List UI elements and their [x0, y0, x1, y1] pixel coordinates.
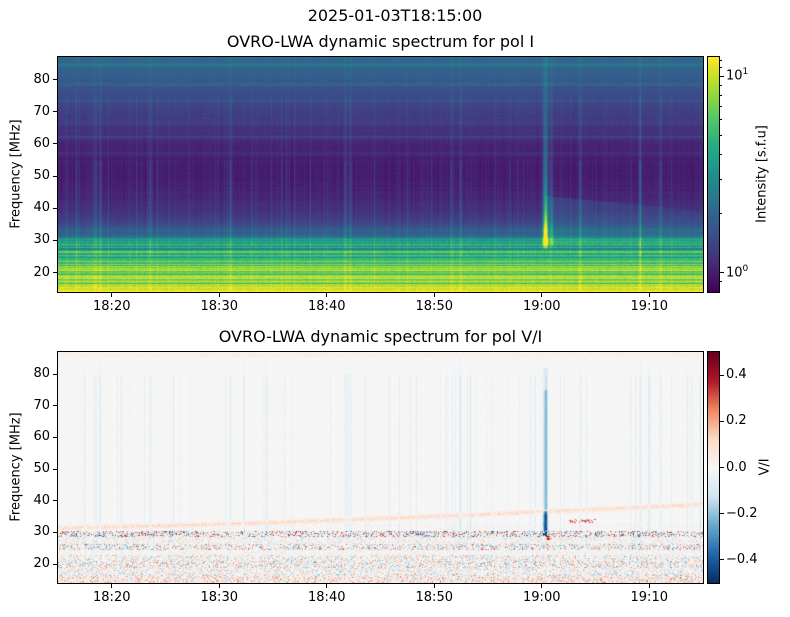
x-tick — [218, 293, 220, 297]
y-tick-label: 30 — [33, 524, 50, 540]
x-tick — [541, 293, 543, 297]
y-tick — [53, 143, 57, 145]
colorbar-major-tick — [720, 559, 724, 561]
y-tick-label: 70 — [33, 397, 50, 413]
colorbar-tick-label: 0.2 — [726, 413, 747, 429]
colorbar-major-tick — [720, 272, 724, 274]
colorbar-minor-tick — [720, 281, 722, 283]
colorbar-intensity — [707, 56, 720, 293]
spectrogram-pol-i — [57, 56, 704, 293]
x-tick — [111, 293, 113, 297]
x-tick — [648, 293, 650, 297]
x-tick-label: 18:30 — [200, 299, 238, 314]
colorbar-minor-tick — [720, 178, 722, 180]
colorbar-minor-tick — [720, 213, 722, 215]
colorbar-vi — [707, 351, 720, 584]
y-tick-label: 60 — [33, 135, 50, 151]
colorbar-minor-tick — [720, 94, 722, 96]
x-tick-label: 19:10 — [630, 299, 668, 314]
colorbar-tick-label: 0.4 — [726, 367, 747, 383]
colorbar-tick-label: −0.4 — [726, 551, 758, 567]
x-tick — [326, 584, 328, 588]
colorbar-major-tick — [720, 75, 724, 77]
colorbar-major-tick — [720, 467, 724, 468]
figure-title: 2025-01-03T18:15:00 — [307, 6, 483, 25]
y-tick-label: 20 — [33, 264, 50, 280]
x-tick — [218, 584, 220, 588]
colorbar-vi-label: V/I — [757, 458, 773, 476]
panel1-title: OVRO-LWA dynamic spectrum for pol I — [226, 32, 535, 51]
y-tick — [53, 175, 57, 177]
x-tick-label: 19:10 — [630, 590, 668, 605]
y-tick — [53, 468, 57, 470]
colorbar-major-tick — [720, 513, 724, 515]
x-tick — [326, 293, 328, 297]
y-tick-label: 60 — [33, 429, 50, 445]
x-tick-label: 18:50 — [415, 590, 453, 605]
y-tick — [53, 531, 57, 533]
x-tick-label: 18:30 — [200, 590, 238, 605]
colorbar-major-tick — [720, 374, 724, 376]
colorbar-tick-label: 100 — [726, 263, 749, 281]
colorbar-minor-tick — [720, 67, 722, 69]
colorbar-minor-tick — [720, 153, 722, 155]
y-tick — [53, 563, 57, 565]
x-tick-label: 18:20 — [93, 299, 131, 314]
y-tick — [53, 207, 57, 209]
y-tick-label: 50 — [33, 461, 50, 477]
x-tick-label: 19:00 — [523, 590, 561, 605]
colorbar-tick-label: 101 — [726, 67, 749, 84]
panel2-title: OVRO-LWA dynamic spectrum for pol V/I — [218, 327, 543, 346]
x-tick — [433, 293, 435, 297]
x-tick-label: 18:40 — [308, 590, 346, 605]
y-tick — [53, 405, 57, 407]
y-tick-label: 80 — [33, 366, 50, 382]
colorbar-minor-tick — [720, 59, 722, 61]
x-tick — [541, 584, 543, 588]
colorbar-intensity-label: Intensity [s.f.u] — [754, 125, 770, 223]
colorbar-minor-tick — [720, 106, 722, 108]
y-tick — [53, 436, 57, 438]
x-tick-label: 18:40 — [308, 299, 346, 314]
colorbar-minor-tick — [720, 119, 722, 121]
y-tick — [53, 272, 57, 274]
y-tick-label: 70 — [33, 103, 50, 119]
x-tick-label: 18:20 — [93, 590, 131, 605]
y-tick-label: 40 — [33, 492, 50, 508]
x-tick — [433, 584, 435, 588]
y-tick-label: 30 — [33, 232, 50, 248]
y-tick-label: 20 — [33, 556, 50, 571]
x-tick — [111, 584, 113, 588]
colorbar-minor-tick — [720, 84, 722, 86]
colorbar-tick-label: −0.2 — [726, 505, 758, 521]
y-tick — [53, 500, 57, 502]
y-tick-label: 50 — [33, 168, 50, 184]
y-tick — [53, 373, 57, 375]
y-tick — [53, 79, 57, 81]
x-tick — [648, 584, 650, 588]
y-tick — [53, 239, 57, 241]
x-tick-label: 19:00 — [523, 299, 561, 314]
colorbar-tick-exponent: 0 — [742, 263, 749, 274]
y-tick-label: 80 — [33, 71, 50, 87]
colorbar-minor-tick — [720, 134, 722, 136]
y-tick-label: 40 — [33, 200, 50, 216]
colorbar-tick-exponent: 1 — [742, 67, 749, 78]
spectrogram-pol-vi — [57, 351, 704, 584]
colorbar-tick-label: 0.0 — [726, 459, 747, 475]
colorbar-major-tick — [720, 420, 724, 422]
y-tick — [53, 111, 57, 113]
x-tick-label: 18:50 — [415, 299, 453, 314]
